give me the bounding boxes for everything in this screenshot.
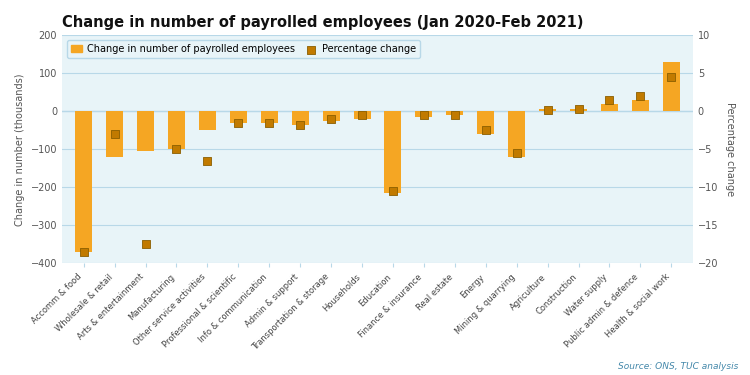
Bar: [353, 111, 370, 119]
Bar: [663, 62, 680, 111]
Point: [263, 120, 275, 126]
Bar: [385, 111, 401, 193]
Point: [542, 107, 554, 113]
Bar: [539, 110, 556, 111]
Point: [78, 249, 90, 255]
Y-axis label: Percentage change: Percentage change: [725, 102, 735, 196]
Bar: [106, 111, 123, 157]
Point: [418, 112, 430, 118]
Point: [604, 97, 616, 103]
Point: [170, 146, 182, 152]
Bar: [509, 111, 525, 157]
Bar: [168, 111, 185, 149]
Point: [634, 93, 646, 99]
Bar: [230, 111, 247, 123]
Point: [511, 150, 523, 156]
Bar: [570, 110, 587, 111]
Point: [387, 188, 399, 194]
Point: [232, 120, 244, 126]
Point: [294, 122, 306, 128]
Bar: [322, 111, 340, 121]
Bar: [75, 111, 92, 252]
Point: [109, 131, 121, 137]
Bar: [477, 111, 494, 134]
Bar: [137, 111, 154, 151]
Bar: [601, 104, 618, 111]
Text: Source: ONS, TUC analysis: Source: ONS, TUC analysis: [618, 362, 739, 371]
Bar: [199, 111, 216, 130]
Bar: [446, 111, 464, 115]
Point: [202, 158, 214, 164]
Point: [572, 106, 584, 112]
Bar: [292, 111, 309, 125]
Point: [325, 116, 337, 122]
Text: Change in number of payrolled employees (Jan 2020-Feb 2021): Change in number of payrolled employees …: [62, 15, 584, 30]
Point: [356, 112, 368, 118]
Y-axis label: Change in number (thousands): Change in number (thousands): [15, 73, 25, 226]
Bar: [632, 100, 649, 111]
Point: [665, 74, 677, 80]
Bar: [416, 111, 433, 117]
Point: [140, 241, 152, 247]
Legend: Change in number of payrolled employees, Percentage change: Change in number of payrolled employees,…: [67, 40, 419, 58]
Bar: [261, 111, 278, 123]
Point: [480, 128, 492, 134]
Point: [448, 112, 460, 118]
